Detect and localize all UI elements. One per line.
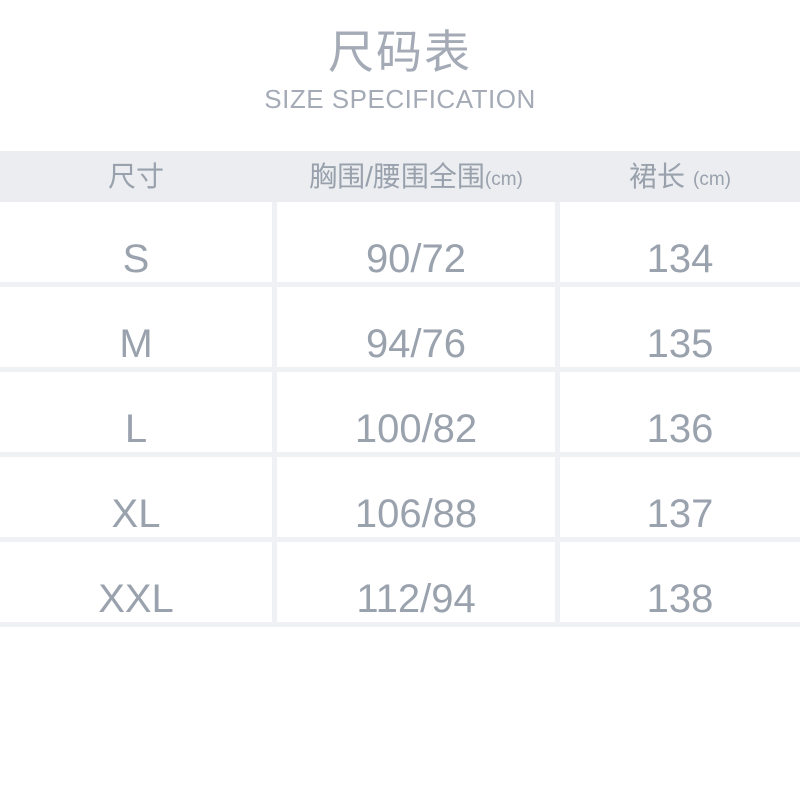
table-cell-size: M: [0, 287, 272, 368]
column-header-skirt-length-label: 裙长: [629, 160, 686, 192]
size-table-header-row: 尺寸 胸围/腰围全围 (cm) 裙长 (cm): [0, 151, 800, 203]
table-cell-skirt-length: 136: [560, 372, 800, 453]
table-cell-skirt-length: 134: [560, 202, 800, 283]
column-header-size-label: 尺寸: [107, 160, 164, 192]
size-table: 尺寸 胸围/腰围全围 (cm) 裙长 (cm) S 90/72 134 M 94/7…: [0, 151, 800, 628]
table-cell-bust-waist: 94/76: [277, 287, 555, 368]
column-header-skirt-length: 裙长 (cm): [560, 151, 800, 202]
table-cell-size: XXL: [0, 542, 272, 623]
column-header-bust-waist-label: 胸围/腰围全围: [309, 160, 485, 192]
table-cell-size: S: [0, 202, 272, 283]
table-cell-bust-waist: 106/88: [277, 457, 555, 538]
column-header-skirt-length-unit: (cm): [693, 169, 731, 191]
column-header-size: 尺寸: [0, 151, 272, 202]
column-header-bust-waist: 胸围/腰围全围 (cm): [277, 151, 555, 202]
title-block: 尺码表 SIZE SPECIFICATION: [0, 0, 800, 113]
page-subtitle: SIZE SPECIFICATION: [264, 83, 536, 114]
table-cell-skirt-length: 138: [560, 542, 800, 623]
table-cell-bust-waist: 100/82: [277, 372, 555, 453]
table-cell-bust-waist: 112/94: [277, 542, 555, 623]
table-cell-size: XL: [0, 457, 272, 538]
size-table-body: S 90/72 134 M 94/76 135 L 100/82 136 XL …: [0, 202, 800, 628]
table-cell-bust-waist: 90/72: [277, 202, 555, 283]
page-title: 尺码表: [328, 26, 472, 78]
table-cell-skirt-length: 137: [560, 457, 800, 538]
table-cell-size: L: [0, 372, 272, 453]
column-header-bust-waist-unit: (cm): [484, 169, 523, 191]
table-cell-skirt-length: 135: [560, 287, 800, 368]
